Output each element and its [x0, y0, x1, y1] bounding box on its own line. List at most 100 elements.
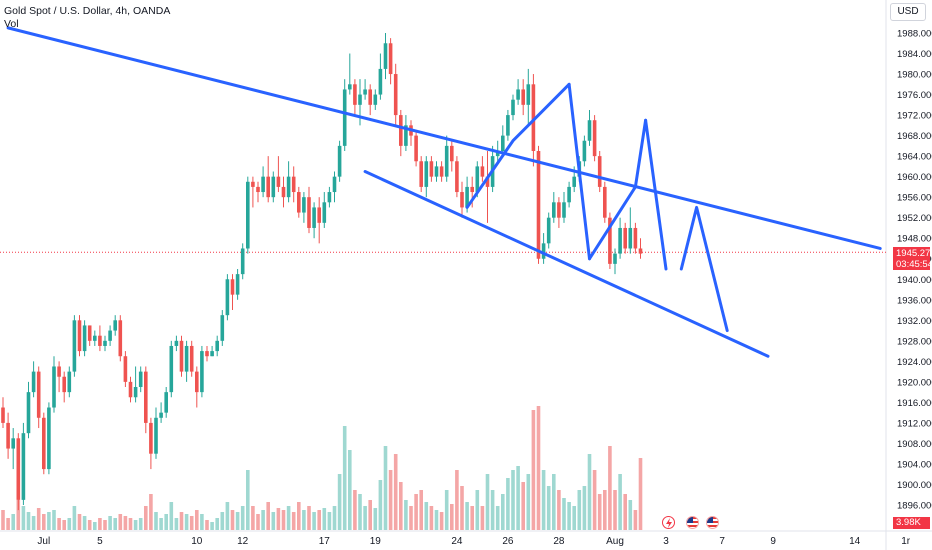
volume-bar	[62, 520, 66, 530]
candle-body	[317, 207, 321, 223]
candle-body	[184, 345, 189, 372]
last-price-value: 1945.270	[896, 248, 932, 259]
volume-bar	[174, 518, 179, 530]
volume-bar	[557, 490, 561, 530]
candle-body	[36, 371, 41, 418]
candle-body	[603, 186, 607, 218]
volume-bar	[103, 520, 107, 530]
volume-bar	[36, 508, 41, 530]
volume-bar	[358, 494, 362, 530]
volume-bar	[149, 494, 153, 530]
candle-body	[638, 248, 643, 254]
candle-body	[572, 176, 576, 187]
trendline-path-tail	[679, 205, 729, 333]
volume-bar	[567, 502, 571, 530]
volume-bar	[210, 522, 214, 530]
volume-bar	[266, 502, 270, 530]
candle-body	[378, 68, 383, 95]
candle-body	[557, 202, 561, 218]
candle-body	[307, 197, 311, 228]
volume-bar	[373, 508, 378, 530]
candle-body	[291, 176, 296, 193]
y-tick-label: 1900.000	[897, 480, 932, 491]
x-tick-label: 3	[663, 536, 669, 547]
volume-bar	[623, 494, 627, 530]
currency-button[interactable]: USD	[890, 3, 926, 21]
volume-bar	[67, 518, 72, 530]
us-flag-event-icon-2[interactable]	[706, 516, 719, 529]
volume-bar	[353, 490, 357, 530]
x-tick-label: 24	[451, 536, 463, 547]
volume-bar	[154, 512, 158, 530]
y-tick-label: 1948.000	[897, 234, 932, 245]
symbol-title[interactable]: Gold Spot / U.S. Dollar, 4h, OANDA	[4, 5, 171, 17]
volume-bar	[516, 466, 520, 530]
y-tick-label: 1980.000	[897, 70, 932, 81]
volume-bar	[536, 406, 541, 530]
candle-body	[103, 340, 107, 346]
candle-body	[618, 227, 622, 254]
y-tick-label: 1968.000	[897, 131, 932, 142]
candle-body	[429, 161, 434, 177]
y-tick-label: 1988.000	[897, 29, 932, 40]
volume-indicator-label[interactable]: Vol	[4, 18, 19, 30]
candle-body	[439, 166, 444, 177]
candle-body	[21, 433, 26, 500]
dividend-lightning-icon[interactable]	[662, 516, 675, 529]
candle-body	[450, 145, 454, 162]
x-tick-label: Aug	[606, 536, 624, 547]
candle-body	[470, 186, 474, 193]
volume-bar	[552, 474, 556, 530]
x-tick-label: 10	[191, 536, 203, 547]
candle-body	[480, 166, 485, 177]
candle-body	[57, 366, 61, 377]
candle-body	[495, 151, 500, 157]
chart-legend: Gold Spot / U.S. Dollar, 4h, OANDA Vol	[4, 5, 170, 31]
volume-bar	[159, 518, 163, 530]
volume-bar	[286, 506, 291, 530]
volume-bar	[434, 510, 439, 530]
candle-body	[399, 115, 403, 146]
candle-body	[633, 227, 638, 249]
volume-bar	[108, 516, 112, 530]
candle-body	[613, 253, 617, 264]
volume-bar	[608, 446, 612, 530]
candle-body	[623, 227, 627, 249]
candle-body	[118, 320, 123, 357]
candle-body	[608, 217, 612, 264]
y-tick-label: 1924.000	[897, 357, 932, 368]
y-tick-label: 1940.000	[897, 275, 932, 286]
volume-bar	[87, 520, 92, 530]
candle-body	[62, 376, 66, 393]
volume-bar	[582, 486, 587, 530]
candle-body	[16, 438, 21, 500]
candle-body	[138, 371, 143, 387]
volume-bar	[592, 470, 597, 530]
volume-bar	[98, 518, 102, 530]
candle-body	[337, 145, 342, 177]
trendline-path-up-1	[465, 82, 571, 209]
volume-bar	[378, 480, 383, 530]
candle-body	[465, 186, 469, 208]
candle-body	[128, 381, 133, 398]
volume-bar	[393, 454, 398, 530]
candle-body	[251, 181, 255, 187]
candle-body	[455, 161, 459, 193]
candle-body	[444, 145, 449, 177]
candle-body	[87, 325, 92, 341]
volume-bar	[1, 510, 5, 530]
volume-bar	[240, 506, 245, 530]
candle-body	[531, 84, 536, 151]
us-flag-event-icon[interactable]	[686, 516, 699, 529]
volume-bar	[93, 522, 97, 530]
volume-bar	[297, 502, 301, 530]
candle-body	[393, 74, 398, 116]
volume-bar	[82, 516, 87, 530]
volume-bar	[26, 512, 31, 530]
volume-bar	[164, 514, 168, 530]
candle-body	[271, 176, 276, 198]
volume-bar	[404, 500, 408, 530]
volume-bar	[52, 510, 56, 530]
